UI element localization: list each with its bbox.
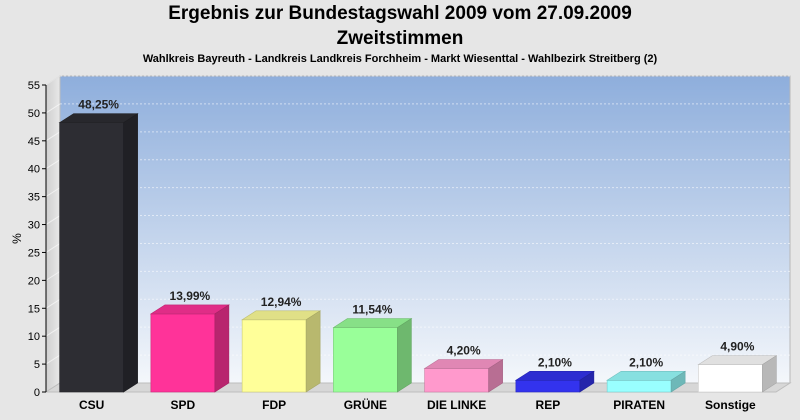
x-tick-label: Sonstige: [705, 398, 756, 412]
y-tick-label: 15: [28, 303, 40, 315]
bar: [514, 370, 595, 393]
grid-line-side: [45, 243, 61, 253]
bar-front: [333, 327, 398, 393]
x-tick-label: DIE LINKE: [427, 398, 486, 412]
bar-front: [150, 313, 216, 393]
data-label: 2,10%: [629, 355, 663, 369]
y-axis-label: %: [10, 233, 24, 244]
bar: [423, 359, 504, 393]
data-label: 48,25%: [78, 98, 119, 112]
bar-front: [241, 319, 307, 393]
grid-line-side: [45, 75, 61, 86]
bar: [332, 318, 413, 393]
x-tick-label: SPD: [171, 398, 196, 412]
grid-line-side: [45, 298, 61, 309]
x-tick-label: FDP: [262, 398, 286, 412]
bar: [58, 113, 139, 393]
bar: [149, 304, 230, 393]
bar-side: [397, 318, 412, 393]
y-tick-label: 20: [28, 275, 40, 287]
bar-side: [214, 304, 230, 393]
x-tick-label: PIRATEN: [613, 398, 665, 412]
chart-subtitle: Zweitstimmen: [336, 28, 464, 49]
data-label: 4,20%: [447, 344, 481, 358]
data-label: 4,90%: [720, 340, 754, 354]
bar-side: [670, 370, 686, 393]
data-label: 12,94%: [261, 295, 302, 309]
y-tick-label: 5: [34, 359, 40, 371]
bar-front: [424, 368, 489, 393]
bar-side: [488, 359, 503, 393]
bar: [606, 370, 687, 393]
grid-line-side: [45, 187, 61, 198]
grid-line-side: [45, 270, 61, 281]
grid-line-side: [45, 215, 61, 225]
bar-front: [515, 379, 581, 393]
chart-description: Wahlkreis Bayreuth - Landkreis Landkreis…: [142, 53, 658, 65]
grid-line-side: [45, 354, 61, 365]
bar-side: [579, 370, 595, 393]
x-tick-label: GRÜNE: [344, 397, 387, 412]
y-tick-label: 40: [28, 164, 40, 176]
grid-line-side: [45, 326, 61, 337]
grid-line-side: [45, 103, 61, 114]
bar: [697, 355, 778, 393]
y-tick-label: 0: [34, 387, 40, 399]
grid-line-side: [45, 159, 61, 170]
x-tick-label: REP: [536, 398, 561, 412]
bar-side: [123, 113, 138, 393]
bar-front: [59, 122, 124, 393]
bar-front: [698, 364, 763, 393]
plot-side-wall: [45, 75, 61, 393]
data-label: 13,99%: [170, 289, 211, 303]
bar-front: [606, 379, 672, 393]
data-label: 2,10%: [538, 355, 572, 369]
y-tick-label: 25: [28, 247, 40, 259]
bar-side: [762, 355, 777, 393]
grid-line-side: [45, 131, 61, 142]
data-label: 11,54%: [352, 303, 392, 317]
y-tick-label: 10: [28, 331, 40, 343]
bar: [241, 310, 322, 393]
y-tick-label: 55: [28, 80, 40, 92]
bar-side: [305, 310, 321, 393]
y-tick-label: 30: [28, 220, 40, 232]
y-tick-label: 50: [28, 108, 40, 120]
y-tick-label: 35: [28, 192, 40, 204]
x-tick-label: CSU: [79, 398, 104, 412]
y-tick-label: 45: [28, 136, 40, 148]
chart-title: Ergebnis zur Bundestagswahl 2009 vom 27.…: [168, 3, 632, 24]
